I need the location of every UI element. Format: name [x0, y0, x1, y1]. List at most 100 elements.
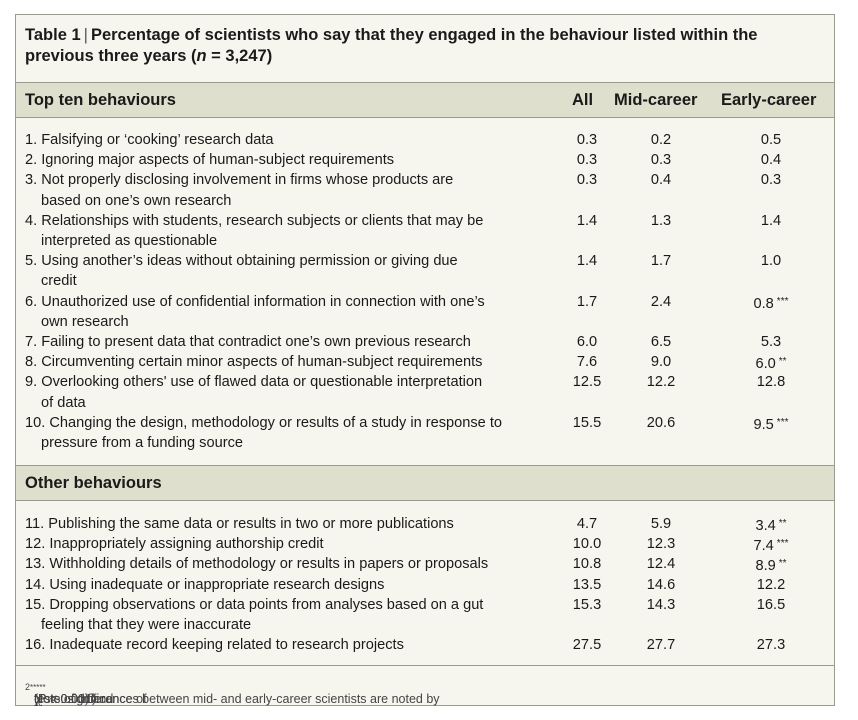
behaviour-text: 1. Falsifying or ‘cooking’ research data	[25, 130, 545, 150]
behaviour-text: 14. Using inadequate or inappropriate re…	[25, 575, 545, 595]
value-all-text: 0.3	[576, 172, 598, 189]
table-row: 2. Ignoring major aspects of human-subje…	[16, 150, 834, 170]
behaviour-text: 3. Not properly disclosing involvement i…	[25, 170, 545, 210]
value-mid-career-text: 0.3	[650, 152, 672, 169]
value-all: 13.5	[564, 575, 610, 595]
value-early-career: 0.4	[736, 150, 806, 170]
behaviour-text: 12. Inappropriately assigning authorship…	[25, 534, 545, 554]
behaviour-line1: 2. Ignoring major aspects of human-subje…	[25, 152, 395, 169]
value-early-career-text: 0.5	[760, 132, 782, 148]
section-heading: Other behaviours	[25, 474, 162, 492]
table-frame: Table 1 | Percentage of scientists who say…	[15, 14, 835, 707]
value-all-text: 13.5	[572, 576, 602, 593]
value-all-text: 4.7	[576, 516, 598, 532]
behaviour-text: 5. Using another’s ideas without obtaini…	[25, 251, 545, 291]
table-row: 5. Using another’s ideas without obtaini…	[16, 251, 834, 291]
behaviour-line1: 3. Not properly disclosing involvement i…	[25, 172, 454, 189]
value-early-career-text: 0.3	[760, 172, 782, 189]
value-all: 1.7	[564, 292, 610, 312]
value-all-text: 1.4	[576, 253, 598, 270]
behaviour-line1: 12. Inappropriately assigning authorship…	[25, 536, 324, 553]
value-early-career-text: 5.3	[760, 334, 782, 351]
section-header-other: Other behaviours	[16, 465, 834, 501]
value-early-career: 1.4	[736, 211, 806, 231]
behaviour-line2: credit	[41, 273, 77, 290]
significance-marker: ***	[776, 538, 789, 550]
value-early-career: 0.3	[736, 170, 806, 190]
behaviour-line1: 13. Withholding details of methodology o…	[25, 556, 489, 573]
value-all: 15.3	[564, 595, 610, 615]
title-separator: |	[83, 26, 88, 44]
value-all: 12.5	[564, 372, 610, 392]
value-all: 15.5	[564, 413, 610, 433]
behaviour-line1: 4. Relationships with students, research…	[25, 212, 484, 229]
value-mid-career: 20.6	[636, 413, 686, 433]
value-all-text: 27.5	[572, 637, 602, 654]
table-label: Table 1	[25, 26, 81, 44]
value-mid-career: 27.7	[636, 635, 686, 655]
value-mid-career-text: 6.5	[650, 334, 672, 351]
value-mid-career: 1.7	[636, 251, 686, 271]
significance-marker: **	[778, 356, 787, 368]
table-row: 16. Inadequate record keeping related to…	[16, 635, 834, 655]
value-all-text: 10.8	[572, 556, 602, 573]
value-mid-career-text: 20.6	[646, 414, 676, 431]
value-all-text: 0.3	[576, 132, 598, 148]
value-mid-career-text: 5.9	[650, 516, 672, 532]
value-all-text: 6.0	[576, 334, 598, 351]
behaviour-line1: 1. Falsifying or ‘cooking’ research data	[25, 132, 274, 148]
value-all: 6.0	[564, 332, 610, 352]
table-row: 4. Relationships with students, research…	[16, 211, 834, 251]
behaviour-line2: based on one’s own research	[41, 192, 232, 209]
value-all: 10.0	[564, 534, 610, 554]
behaviour-line2: of data	[41, 394, 86, 411]
behaviour-line1: 5. Using another’s ideas without obtaini…	[25, 253, 458, 270]
value-mid-career-text: 1.7	[650, 253, 672, 270]
column-header-all: All	[572, 91, 594, 109]
behaviour-text: 7. Failing to present data that contradi…	[25, 332, 545, 352]
value-mid-career-text: 1.3	[650, 212, 672, 229]
behaviour-text: 2. Ignoring major aspects of human-subje…	[25, 150, 545, 170]
table-row: 12. Inappropriately assigning authorship…	[16, 534, 834, 554]
title-text-line1: Percentage of scientists who say that th…	[90, 26, 758, 44]
value-early-career-text: 1.0	[760, 253, 782, 270]
behaviour-text: 6. Unauthorized use of confidential info…	[25, 292, 545, 332]
table-row: 6. Unauthorized use of confidential info…	[16, 292, 834, 332]
significance-marker: ***	[776, 416, 789, 428]
value-mid-career: 1.3	[636, 211, 686, 231]
note-body: tests of differences between mid- and ea…	[34, 692, 440, 706]
value-early-career: 12.8	[736, 372, 806, 392]
value-early-career: 12.2	[736, 575, 806, 595]
section-heading: Top ten behaviours	[25, 91, 176, 109]
value-mid-career-text: 12.3	[646, 536, 676, 553]
behaviour-text: 16. Inadequate record keeping related to…	[25, 635, 545, 655]
value-all: 27.5	[564, 635, 610, 655]
behaviour-text: 8. Circumventing certain minor aspects o…	[25, 352, 545, 372]
value-mid-career: 14.6	[636, 575, 686, 595]
value-early-career-text: 0.4	[760, 152, 782, 169]
significance-marker: **	[778, 518, 787, 529]
table-row: 14. Using inadequate or inappropriate re…	[16, 575, 834, 595]
value-early-career-text: 9.5	[753, 416, 774, 433]
value-all-text: 15.3	[572, 596, 602, 613]
note-double-star: **	[30, 683, 37, 692]
value-all: 1.4	[564, 251, 610, 271]
behaviour-line2: pressure from a funding source	[41, 435, 243, 452]
behaviour-line1: 14. Using inadequate or inappropriate re…	[25, 576, 385, 593]
value-mid-career: 0.4	[636, 170, 686, 190]
value-all: 10.8	[564, 554, 610, 574]
value-all-text: 15.5	[572, 414, 602, 431]
behaviour-line1: 15. Dropping observations or data points…	[25, 596, 484, 613]
note-p2: (P < 0.001).	[34, 692, 100, 706]
behaviour-line1: 16. Inadequate record keeping related to…	[25, 637, 404, 654]
value-early-career: 5.3	[736, 332, 806, 352]
behaviour-line1: 8. Circumventing certain minor aspects o…	[25, 354, 483, 371]
value-early-career-text: 12.2	[756, 576, 786, 593]
value-early-career-text: 6.0	[755, 356, 776, 373]
table-row: 7. Failing to present data that contradi…	[16, 332, 834, 352]
value-early-career: 6.0 **	[736, 352, 806, 374]
value-mid-career: 12.4	[636, 554, 686, 574]
behaviour-text: 13. Withholding details of methodology o…	[25, 554, 545, 574]
value-all-text: 1.7	[576, 293, 598, 310]
title-text-line2: previous three years (	[25, 47, 197, 65]
